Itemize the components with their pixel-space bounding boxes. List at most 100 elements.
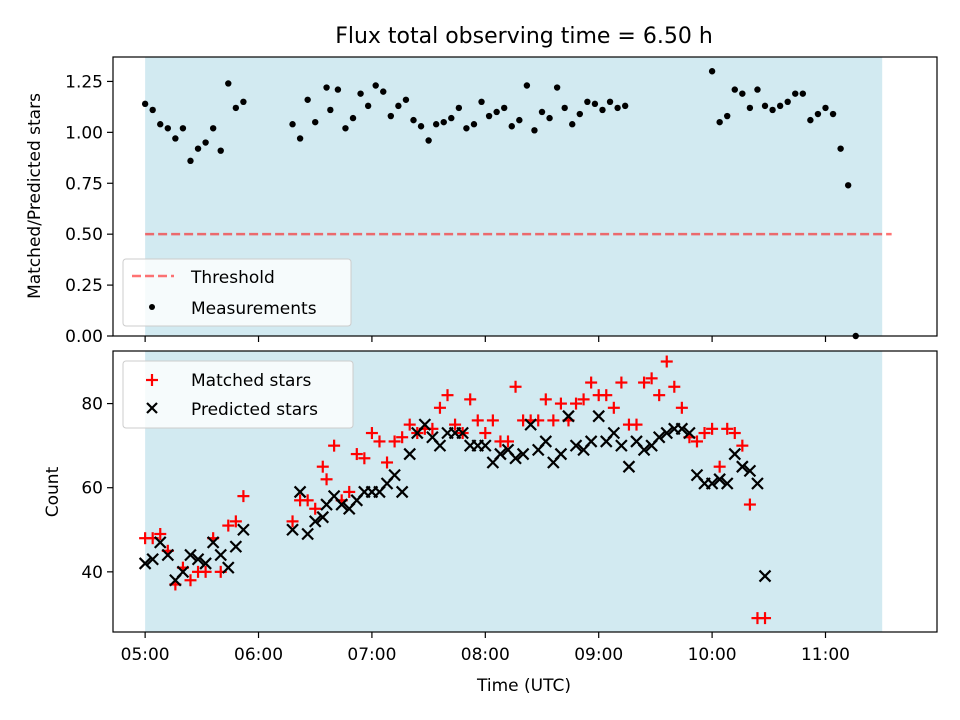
measurement-point <box>553 84 561 91</box>
y-tick-label: 40 <box>81 563 103 583</box>
measurement-point <box>455 104 463 112</box>
predicted-star-stroke-b <box>316 510 330 524</box>
matched-star-point <box>154 527 167 540</box>
measurement-point <box>202 139 209 146</box>
predicted-star-point <box>592 409 605 423</box>
measurement-point <box>799 90 807 97</box>
predicted-star-stroke-b <box>652 430 666 444</box>
matched-star-point <box>309 502 322 515</box>
predicted-star-point <box>622 460 636 473</box>
measurement-point <box>232 104 240 112</box>
predicted-star-stroke-b <box>501 443 515 457</box>
predicted-star-point <box>286 523 299 537</box>
y-tick-label: 1.00 <box>65 123 103 143</box>
measurement-point <box>569 121 576 128</box>
measurement-point <box>387 112 395 120</box>
measurement-point <box>425 137 432 144</box>
predicted-star-stroke-b <box>301 527 314 541</box>
measurement-point <box>164 125 172 132</box>
matched-star-point <box>728 427 741 440</box>
measurement-point <box>829 110 837 118</box>
predicted-star-stroke-b <box>607 426 621 440</box>
predicted-star-stroke-b <box>161 548 175 562</box>
y-tick-label: 60 <box>81 479 103 499</box>
predicted-star-point <box>539 435 553 448</box>
predicted-star-stroke-b <box>713 473 726 486</box>
predicted-star-stroke-b <box>630 435 643 448</box>
measurement-point <box>739 90 746 97</box>
measurement-point <box>716 118 723 126</box>
y-tick-label: 0.25 <box>65 276 103 296</box>
measurement-point <box>708 68 716 75</box>
measurement-point <box>576 110 584 118</box>
predicted-star-point <box>683 426 696 440</box>
predicted-star-point <box>509 451 522 465</box>
predicted-star-stroke-b <box>176 565 190 579</box>
top-axes-frame <box>112 56 938 337</box>
bottom-legend-box <box>122 360 354 429</box>
matched-star-point <box>638 376 651 389</box>
measurement-point <box>837 145 844 152</box>
predicted-star-stroke-b <box>683 426 696 440</box>
measurement-point <box>784 98 791 106</box>
x-tick-label: 11:00 <box>801 645 850 665</box>
predicted-star-point <box>388 468 401 482</box>
predicted-star-point <box>705 477 719 490</box>
measurement-point <box>432 121 440 128</box>
measurement-point <box>357 90 364 97</box>
predicted-star-stroke-b <box>690 468 704 482</box>
predicted-star-point <box>237 523 250 537</box>
bottom-axes-frame <box>112 350 938 633</box>
bottom-y-ticks: 40 60 80 <box>81 395 113 583</box>
matched-star-point <box>350 448 363 461</box>
measurement-point <box>516 116 523 124</box>
predicted-star-stroke-b <box>229 540 243 553</box>
y-tick-label: 0.75 <box>65 174 103 194</box>
x-tick-label: 08:00 <box>461 645 510 665</box>
measurement-point <box>724 112 731 120</box>
bottom-legend: Matched stars Predicted stars <box>122 360 354 429</box>
measurement-point <box>172 135 179 142</box>
measurement-point <box>463 125 470 132</box>
measurement-point <box>844 182 852 189</box>
matched-star-point <box>645 372 658 385</box>
measurement-point <box>448 114 455 122</box>
predicted-star-point <box>713 473 726 486</box>
predicted-star-point <box>316 510 330 524</box>
predicted-star-stroke-b <box>637 443 651 457</box>
matched-star-point <box>653 389 666 402</box>
predicted-star-point <box>138 557 152 570</box>
predicted-star-stroke-b <box>675 422 689 436</box>
measurement-point <box>531 127 538 134</box>
x-tick-label: 07:00 <box>347 645 396 665</box>
predicted-star-point <box>214 548 228 562</box>
measurement-point <box>501 104 508 112</box>
measurements-legend-marker <box>149 304 155 310</box>
measurement-point <box>807 116 814 124</box>
measurement-point <box>395 102 402 110</box>
measurement-point <box>141 100 149 108</box>
top-y-axis-label: Matched/Predicted stars <box>25 93 45 299</box>
x-tick-label: 10:00 <box>688 645 737 665</box>
y-tick-label: 1.25 <box>65 72 103 92</box>
matched-star-point <box>660 355 673 368</box>
matched-star-point <box>554 397 567 410</box>
predicted-star-point <box>743 464 757 478</box>
measurement-point <box>508 123 515 130</box>
predicted-star-stroke-b <box>214 548 228 562</box>
measurement-point <box>523 82 531 89</box>
predicted-star-stroke-b <box>286 523 299 537</box>
predicted-star-point <box>199 557 212 570</box>
predicted-star-point <box>615 439 628 452</box>
predicted-star-stroke-b <box>751 477 764 490</box>
predicted-star-point <box>403 447 416 461</box>
predicted-star-point <box>660 426 674 440</box>
top-panel: 0.00 0.25 0.50 0.75 1.00 1.25 Matched/Predict… <box>25 56 938 347</box>
predicted-star-point <box>222 561 235 574</box>
measurement-point <box>776 102 784 110</box>
measurement-point <box>546 114 553 122</box>
matched-legend-label: Matched stars <box>191 371 311 391</box>
matched-legend-marker <box>146 374 158 386</box>
matched-star-point <box>585 376 598 389</box>
